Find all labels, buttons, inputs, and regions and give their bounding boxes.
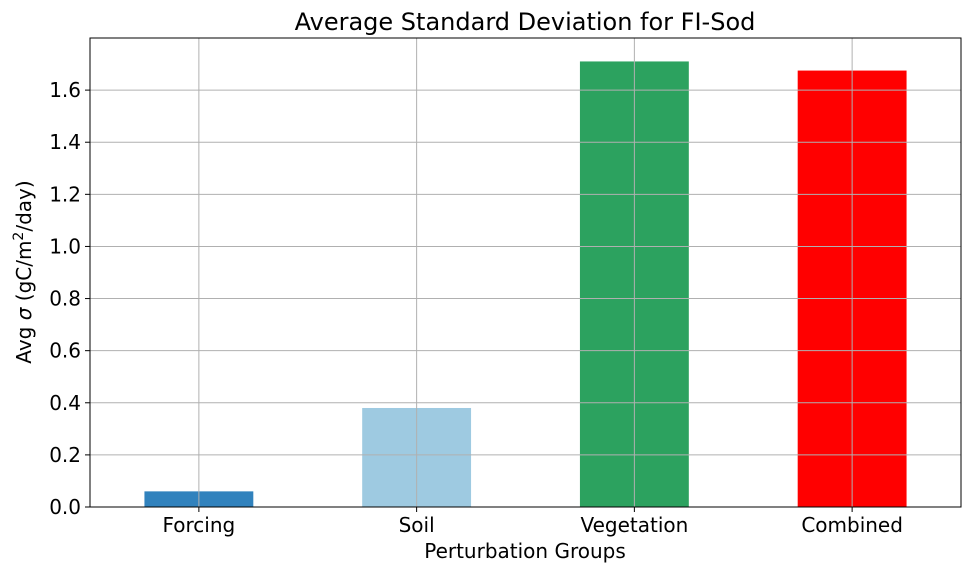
y-axis-label: Avg σ (gC/m2/day) — [11, 180, 36, 363]
x-tick-label: Vegetation — [580, 513, 688, 537]
y-tick-label: 1.0 — [49, 234, 81, 258]
bars — [144, 61, 907, 507]
y-axis-ticks: 0.0 0.2 0.4 0.6 0.8 1.0 1.2 1.4 1.6 — [49, 78, 90, 519]
y-axis-label-superscript: 2 — [11, 232, 27, 241]
x-axis-label: Perturbation Groups — [424, 539, 626, 563]
y-tick-label: 0.6 — [49, 339, 81, 363]
y-tick-label: 0.4 — [49, 391, 81, 415]
y-axis-label-symbol: σ — [12, 306, 36, 320]
y-axis-label-unit-close: /day) — [12, 180, 36, 231]
x-tick-label: Soil — [399, 513, 435, 537]
x-tick-label: Combined — [801, 513, 903, 537]
y-tick-label: 0.8 — [49, 287, 81, 311]
y-axis-label-prefix: Avg — [12, 320, 36, 363]
y-tick-label: 1.4 — [49, 130, 81, 154]
chart-title: Average Standard Deviation for FI-Sod — [295, 8, 756, 36]
y-tick-label: 1.6 — [49, 78, 81, 102]
y-axis-label-unit-open: (gC/m — [12, 241, 36, 308]
y-tick-label: 0.2 — [49, 443, 81, 467]
y-tick-label: 1.2 — [49, 182, 81, 206]
y-tick-label: 0.0 — [49, 495, 81, 519]
x-tick-label: Forcing — [163, 513, 236, 537]
plot-frame — [89, 37, 962, 508]
x-axis-ticks: Forcing Soil Vegetation Combined — [163, 507, 903, 537]
